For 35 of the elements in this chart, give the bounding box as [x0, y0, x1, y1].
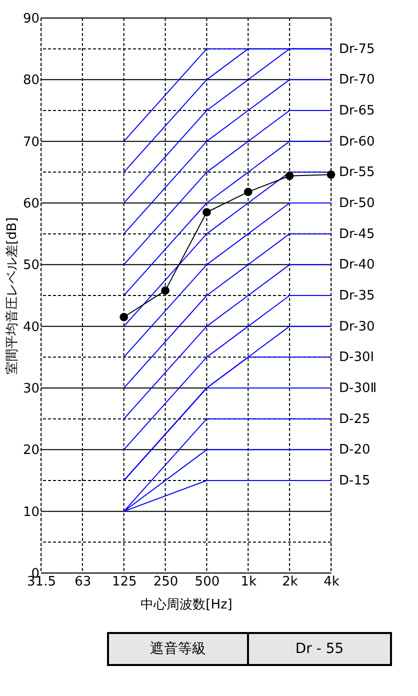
y-tick-label: 60 [22, 196, 40, 212]
series-label: D-25 [339, 412, 370, 427]
y-tick-label: 10 [22, 504, 40, 520]
x-tick-label: 2k [282, 574, 298, 590]
x-tick-label: 500 [194, 574, 220, 590]
series-label: Dr-30 [339, 319, 375, 334]
x-tick-label: 250 [153, 574, 178, 590]
series-label: Dr-55 [339, 165, 375, 180]
series-label: Dr-40 [339, 258, 375, 273]
x-tick-label: 4k [324, 574, 340, 590]
y-tick-label: 30 [22, 382, 40, 396]
series-label: D-30Ⅱ [339, 381, 377, 396]
series-label: Dr-65 [339, 104, 375, 118]
x-tick-label: 1k [240, 574, 258, 590]
series-label: Dr-45 [339, 226, 375, 242]
y-tick-label: 20 [22, 443, 40, 458]
x-tick-label: 125 [112, 574, 137, 590]
series-label: D-15 [339, 474, 370, 488]
series-label: Dr-70 [339, 72, 375, 88]
text: Dr - 55 [295, 641, 344, 657]
series-label: Dr-75 [339, 42, 375, 57]
series-label: Dr-50 [339, 196, 375, 211]
y-axis-title: 室間平均音圧レベル差[dB] [4, 217, 20, 375]
series-label: Dr-60 [339, 134, 375, 150]
y-tick-label: 50 [22, 258, 40, 274]
y-tick-label: 70 [22, 134, 40, 150]
y-tick-label: 90 [22, 12, 40, 26]
x-tick-label: 63 [74, 574, 92, 590]
text: 遮音等級 [150, 641, 206, 657]
x-axis-title: 中心周波数[Hz] [140, 596, 232, 612]
y-tick-label: 80 [22, 73, 40, 88]
series-label: Dr-35 [339, 288, 375, 304]
series-label: D-20 [339, 442, 370, 458]
series-label: D-30Ⅰ [339, 350, 374, 366]
y-tick-label: 40 [22, 320, 40, 335]
